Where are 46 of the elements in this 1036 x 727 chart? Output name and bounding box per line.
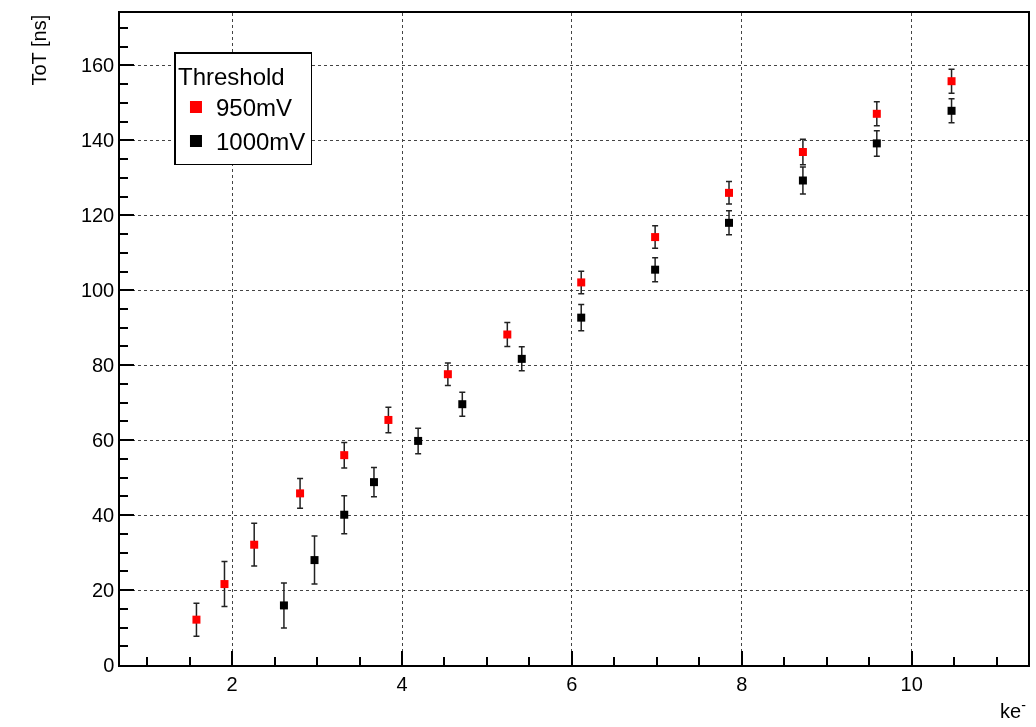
y-tick-label: 40 <box>92 504 115 527</box>
x-tick-label: 10 <box>900 672 923 695</box>
point <box>340 451 349 460</box>
point <box>250 540 259 549</box>
y-tick-label: 20 <box>92 579 115 602</box>
point <box>872 109 881 118</box>
point <box>279 601 288 610</box>
legend-label: 950mV <box>215 94 293 122</box>
point <box>577 313 586 322</box>
x-tick-label: 4 <box>396 672 408 695</box>
point <box>517 354 526 363</box>
legend-title: Threshold <box>177 62 285 90</box>
point <box>414 436 423 445</box>
y-axis-title: ToT [ns] <box>27 14 50 86</box>
y-tick-label: 100 <box>80 279 115 302</box>
x-tick-label: 6 <box>566 672 578 695</box>
legend-label: 1000mV <box>215 128 306 156</box>
point <box>947 106 956 115</box>
point <box>503 330 512 339</box>
point <box>384 415 393 424</box>
y-tick-label: 80 <box>92 354 115 377</box>
x-tick-label: 8 <box>736 672 748 695</box>
x-tick-label: 2 <box>226 672 238 695</box>
point <box>192 615 201 624</box>
x-axis-title: ke$^{-}$ <box>1000 697 1027 723</box>
point <box>651 265 660 274</box>
y-tick-label: 120 <box>80 204 115 227</box>
point <box>651 233 660 242</box>
point <box>577 278 586 287</box>
point <box>947 77 956 86</box>
y-tick-label: 160 <box>80 54 115 77</box>
point <box>725 218 734 227</box>
point <box>725 188 734 197</box>
y-tick-label: 0 <box>103 654 115 676</box>
point <box>872 139 881 148</box>
point <box>798 148 807 157</box>
y-tick-label: 140 <box>80 129 115 152</box>
point <box>310 556 319 565</box>
point <box>296 489 305 498</box>
point <box>458 400 467 409</box>
point <box>369 478 378 487</box>
y-tick-label: 60 <box>92 429 115 452</box>
point <box>798 176 807 185</box>
point <box>220 580 229 589</box>
point <box>443 370 452 379</box>
point <box>340 510 349 519</box>
